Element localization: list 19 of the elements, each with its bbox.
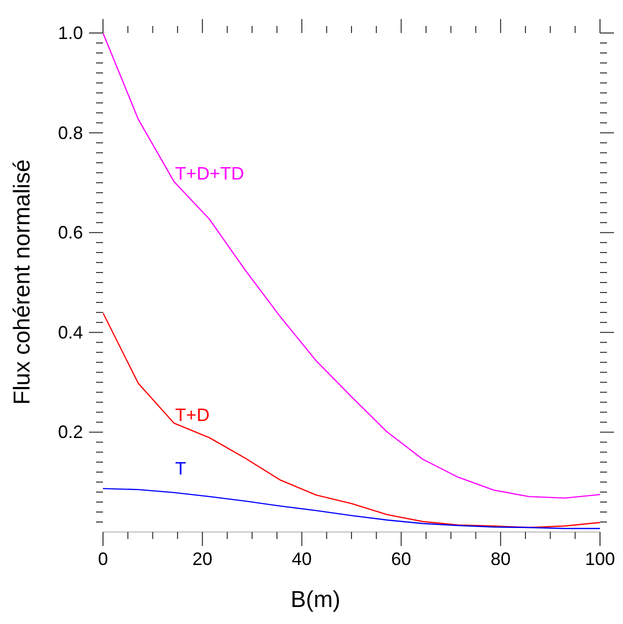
- series-label: T+D+TD: [175, 164, 244, 184]
- series-label: T+D: [175, 405, 210, 426]
- x-tick-label: 0: [98, 548, 108, 569]
- line-series: [103, 312, 600, 528]
- line-series: [103, 33, 600, 499]
- y-axis-title: Flux cohérent normalisé: [8, 159, 36, 405]
- y-tick-label: 0.8: [58, 122, 83, 143]
- line-series: [103, 488, 600, 530]
- series-label: T: [175, 458, 186, 479]
- x-tick-label: 40: [292, 548, 312, 569]
- y-tick-label: 0.4: [58, 322, 83, 342]
- x-tick-label: 20: [192, 548, 212, 569]
- y-tick-label: 0.2: [58, 422, 83, 442]
- x-tick-label: 100: [584, 548, 616, 569]
- x-axis-title: B(m): [290, 586, 342, 613]
- y-tick-label: 1.0: [58, 23, 83, 43]
- x-tick-label: 60: [391, 548, 412, 569]
- x-tick-label: 80: [490, 548, 511, 569]
- y-tick-label: 0.6: [58, 222, 83, 243]
